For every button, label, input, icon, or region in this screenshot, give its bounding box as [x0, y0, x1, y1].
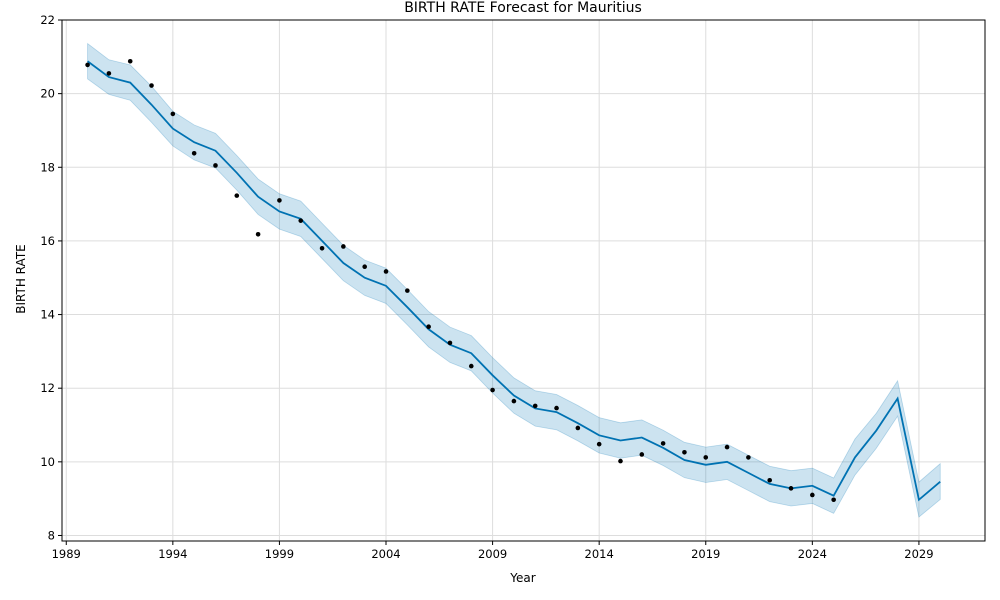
observed-point — [618, 458, 623, 464]
observed-point — [490, 387, 495, 393]
y-tick-label: 12 — [40, 381, 55, 395]
observed-point — [127, 58, 133, 64]
observed-point — [106, 71, 112, 76]
observed-point — [255, 231, 261, 237]
observed-point — [511, 398, 517, 404]
observed-point — [341, 244, 346, 249]
observed-point — [554, 405, 559, 411]
y-tick-label: 16 — [40, 234, 55, 248]
observed-point — [213, 163, 218, 168]
observed-point — [191, 150, 197, 156]
observed-point — [149, 83, 154, 88]
observed-points — [85, 58, 836, 503]
observed-point — [746, 455, 751, 460]
observed-point — [660, 441, 666, 446]
x-axis-ticks: 1989 1994 1999 2004 2009 2014 2019 2024 2029 — [52, 541, 934, 561]
x-tick-label: 1989 — [52, 547, 81, 561]
x-tick-label: 2004 — [371, 547, 400, 561]
x-tick-label: 2019 — [691, 547, 720, 561]
observed-point — [426, 324, 431, 330]
x-tick-label: 1999 — [265, 547, 294, 561]
observed-point — [362, 264, 367, 269]
observed-point — [831, 497, 836, 503]
observed-point — [724, 444, 730, 450]
observed-point — [767, 477, 773, 483]
x-tick-label: 2024 — [798, 547, 827, 561]
chart-title: BIRTH RATE Forecast for Mauritius — [404, 0, 642, 16]
y-tick-label: 20 — [40, 87, 55, 101]
observed-point — [639, 452, 645, 457]
y-tick-label: 18 — [40, 160, 55, 174]
observed-point — [277, 198, 282, 203]
y-tick-label: 10 — [40, 455, 55, 469]
y-axis-ticks: 8 10 12 14 16 18 20 22 — [40, 13, 62, 542]
observed-point — [468, 363, 474, 369]
observed-point — [383, 269, 389, 274]
forecast-line — [87, 60, 941, 502]
observed-point — [298, 218, 304, 223]
y-tick-label: 22 — [40, 13, 55, 27]
observed-point — [85, 62, 90, 68]
observed-point — [532, 403, 538, 409]
x-tick-label: 2009 — [478, 547, 507, 561]
y-tick-label: 14 — [40, 308, 55, 322]
x-tick-label: 1994 — [158, 547, 187, 561]
observed-point — [596, 441, 602, 447]
x-tick-label: 2014 — [585, 547, 614, 561]
observed-point — [319, 245, 325, 251]
plot-frame — [61, 19, 986, 542]
observed-point — [575, 425, 581, 431]
x-tick-label: 2029 — [904, 547, 933, 561]
observed-point — [788, 486, 794, 491]
uncertainty-interval-band — [87, 42, 941, 518]
observed-point — [703, 455, 709, 460]
observed-point — [810, 492, 815, 498]
observed-point — [234, 193, 240, 198]
observed-point — [405, 288, 410, 293]
observed-point — [447, 340, 453, 346]
observed-point — [170, 111, 176, 117]
x-axis-label: Year — [509, 571, 535, 585]
y-tick-label: 8 — [48, 528, 55, 542]
observed-point — [682, 449, 687, 455]
y-axis-label: BIRTH RATE — [14, 244, 28, 313]
